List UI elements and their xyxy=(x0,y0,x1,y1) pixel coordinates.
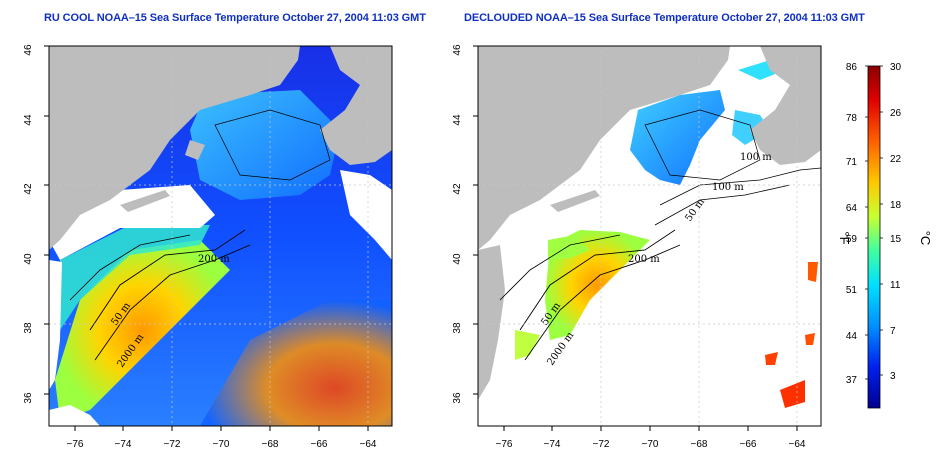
left-y-tick-label: 42 xyxy=(23,183,34,195)
left-contour-50m xyxy=(69,234,191,301)
left-x-tick-label: −70 xyxy=(213,439,230,450)
left-grid xyxy=(49,46,392,426)
right-x-tick-label: −76 xyxy=(496,439,513,450)
left-contour-gulf xyxy=(214,109,331,181)
colorbar-c-tick: 26 xyxy=(890,108,902,119)
right-contour-50m xyxy=(499,234,621,301)
left-shelf-warm-water xyxy=(55,240,230,420)
colorbar-f-tick: 51 xyxy=(846,285,858,296)
right-x-tick-label: −72 xyxy=(593,439,610,450)
colorbar-c-tick: 22 xyxy=(890,154,902,165)
right-x-tick-label: −68 xyxy=(691,439,708,450)
right-map-panel: 100 m 100 m 50 m 200 m 50 m 2000 m −76 −… xyxy=(452,44,822,450)
colorbar-c-tick: 7 xyxy=(890,326,896,337)
right-contour-gulf xyxy=(644,109,761,181)
left-y-tick-label: 46 xyxy=(23,44,34,56)
right-y-tick-label: 36 xyxy=(452,392,463,404)
right-contour-georges xyxy=(654,184,791,226)
left-x-tick-label: −72 xyxy=(164,439,181,450)
right-y-tick-label: 40 xyxy=(452,253,463,265)
right-gulf-of-maine-sst xyxy=(630,90,725,185)
left-cloud-patch xyxy=(340,170,392,260)
right-warm-eddy xyxy=(765,352,778,365)
right-contour-label: 100 m xyxy=(712,182,744,193)
colorbar-c-tick: 15 xyxy=(890,234,902,245)
right-y-tick-label: 42 xyxy=(452,183,463,195)
left-contour-2000m xyxy=(94,244,251,361)
right-southern-shelf-sst xyxy=(515,330,540,360)
left-land-cape-cod xyxy=(185,140,205,160)
colorbar-f-tick: 44 xyxy=(846,331,858,342)
colorbar-f-tick: 64 xyxy=(846,203,858,214)
left-map-title: RU COOL NOAA–15 Sea Surface Temperature … xyxy=(44,12,426,24)
colorbar-f-tick: 78 xyxy=(846,113,858,124)
left-x-tick-label: −76 xyxy=(67,439,84,450)
left-cloud-patch xyxy=(49,260,62,390)
left-land-mainland xyxy=(49,46,300,250)
left-southeast-warm-water xyxy=(200,300,392,426)
left-y-tick-label: 38 xyxy=(23,322,34,334)
right-land-southern-coast xyxy=(478,245,505,400)
right-contour-georges xyxy=(659,167,821,206)
left-cyan-band xyxy=(60,225,210,330)
left-x-tick-label: −64 xyxy=(360,439,377,450)
right-land-long-island xyxy=(550,190,600,212)
right-warm-eddy xyxy=(805,333,815,345)
colorbar-c-tick: 18 xyxy=(890,200,902,211)
colorbar-gradient xyxy=(867,65,881,409)
right-x-tick-label: −64 xyxy=(789,439,806,450)
left-axis-ticks xyxy=(44,45,369,431)
colorbar-f-tick: 37 xyxy=(846,375,858,386)
right-land-nova-scotia xyxy=(750,46,821,165)
right-contour-200m xyxy=(519,229,676,331)
left-contour-label: 200 m xyxy=(198,254,230,265)
left-x-tick-label: −66 xyxy=(311,439,328,450)
left-gulf-of-maine-sst xyxy=(190,90,340,200)
left-contour-200m xyxy=(89,229,246,331)
right-warm-eddy xyxy=(780,380,805,408)
colorbar-c-tick: 3 xyxy=(890,371,896,382)
right-contour-label: 100 m xyxy=(740,152,772,163)
right-x-tick-label: −66 xyxy=(740,439,757,450)
left-x-tick-label: −68 xyxy=(262,439,279,450)
right-y-tick-label: 38 xyxy=(452,322,463,334)
left-land-long-island xyxy=(120,190,170,212)
right-land-mainland xyxy=(478,46,730,250)
left-y-tick-label: 44 xyxy=(23,114,34,126)
colorbar-fahrenheit-label: °F xyxy=(837,231,852,244)
left-x-tick-label: −74 xyxy=(115,439,132,450)
right-x-tick-label: −74 xyxy=(544,439,561,450)
right-grid xyxy=(478,46,821,426)
colorbar-celsius-label: °C xyxy=(918,231,933,246)
left-cloud-patch xyxy=(49,405,100,426)
right-contour-2000m xyxy=(524,244,681,361)
right-axis-ticks xyxy=(473,45,798,431)
left-y-tick-label: 40 xyxy=(23,253,34,265)
left-land-nova-scotia xyxy=(320,46,392,165)
colorbar-f-tick: 71 xyxy=(846,157,858,168)
right-map-title: DECLOUDED NOAA–15 Sea Surface Temperatur… xyxy=(464,12,865,24)
colorbar-c-tick: 30 xyxy=(890,62,902,73)
right-x-tick-label: −70 xyxy=(642,439,659,450)
left-y-tick-label: 36 xyxy=(23,392,34,404)
right-y-tick-label: 44 xyxy=(452,114,463,126)
right-y-tick-label: 46 xyxy=(452,44,463,56)
colorbar-ticks xyxy=(865,65,883,380)
colorbar-f-tick: 86 xyxy=(846,62,858,73)
right-warm-eddy xyxy=(808,262,818,282)
temperature-colorbar: 86 78 71 64 59 51 44 37 30 26 22 18 15 1… xyxy=(837,62,933,409)
left-map-panel: 200 m 50 m 2000 m −76 −74 −72 −70 −68 −6… xyxy=(23,44,393,450)
right-shelf-green-water xyxy=(548,235,590,260)
colorbar-c-tick: 11 xyxy=(890,280,901,291)
colorbar-f-tick: 59 xyxy=(846,234,858,245)
right-contour-label: 200 m xyxy=(628,254,660,265)
